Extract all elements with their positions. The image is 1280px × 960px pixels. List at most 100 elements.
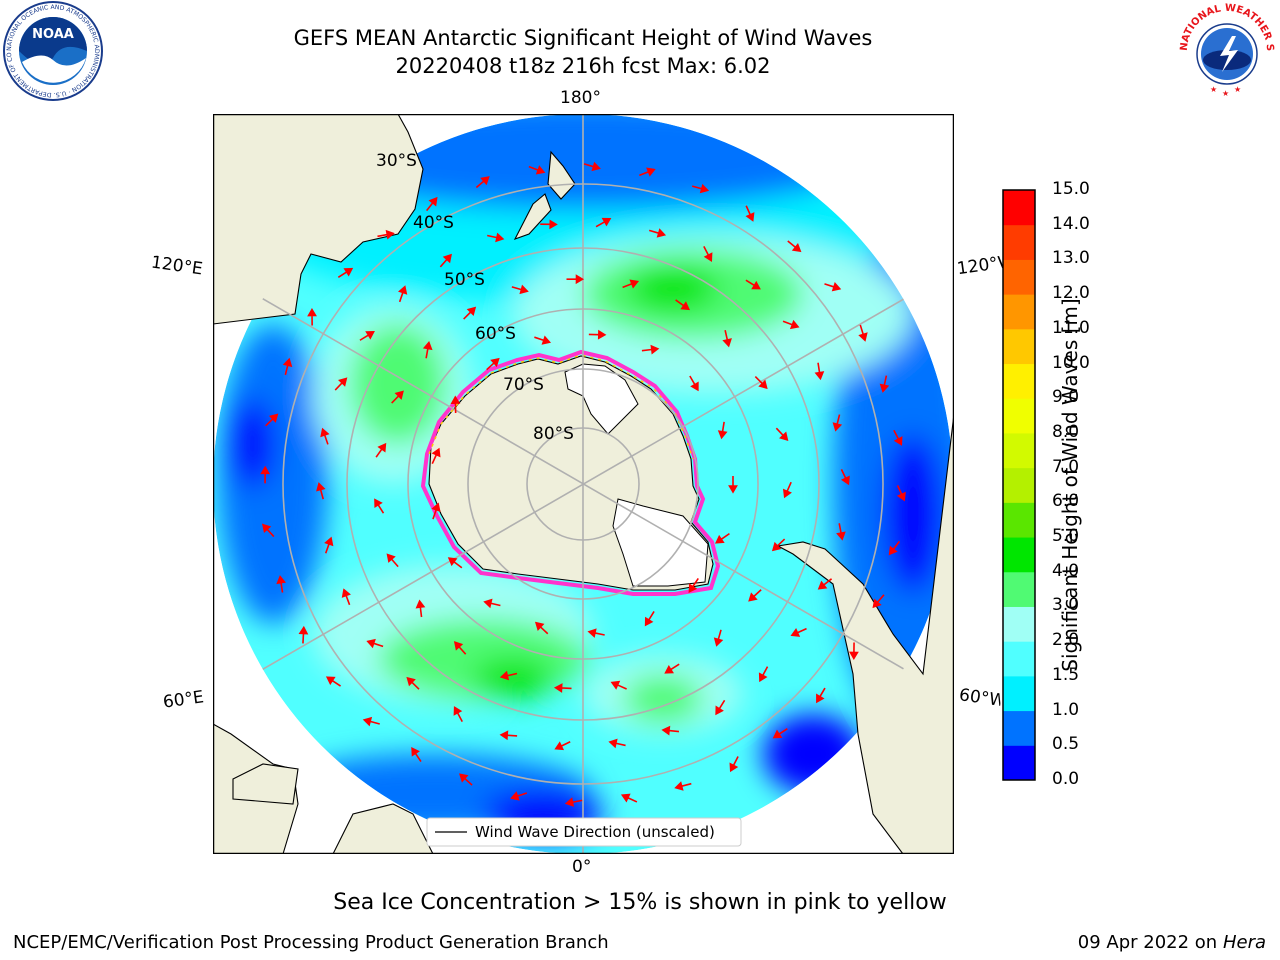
wind-wave-arrow xyxy=(325,676,342,687)
wind-wave-arrow xyxy=(703,246,713,262)
land xyxy=(212,113,955,855)
wind-wave-arrow xyxy=(566,274,585,285)
lat-label-50s: 50°S xyxy=(444,270,485,290)
wind-wave-arrow xyxy=(320,427,330,445)
svg-text:★: ★ xyxy=(1222,89,1229,98)
colorbar-segment xyxy=(1003,363,1035,399)
wind-wave-arrow xyxy=(595,217,612,228)
wind-wave-arrow xyxy=(836,523,846,541)
longitude-gridlines xyxy=(213,114,953,854)
colorbar-tick: 5.0 xyxy=(1052,526,1080,547)
wind-wave-arrow xyxy=(431,447,441,465)
wind-wave-arrow xyxy=(499,730,518,741)
footer-date: 09 Apr 2022 on xyxy=(1077,932,1223,953)
wind-wave-arrow xyxy=(534,335,552,345)
wind-wave-arrow xyxy=(276,575,286,593)
chart-subtitle: 20220408 t18z 216h fcst Max: 6.02 xyxy=(395,54,771,78)
wind-wave-arrow xyxy=(406,676,420,690)
noaa-text: NOAA xyxy=(32,27,74,42)
colorbar-segment xyxy=(1003,432,1035,469)
lon-label-60w: 60°W xyxy=(957,685,1003,711)
wind-wave-arrow xyxy=(583,161,601,172)
colorbar-segment xyxy=(1003,259,1035,295)
wind-wave-arrow xyxy=(458,773,473,786)
lon-label-120w: 120°W xyxy=(955,252,1007,280)
wind-wave-arrow xyxy=(554,741,571,751)
colorbar-segment xyxy=(1003,710,1035,746)
colorbar-tick: 3.0 xyxy=(1052,595,1080,616)
colorbar-tick: 6.0 xyxy=(1052,491,1080,512)
colorbar-segment xyxy=(1003,745,1035,781)
wind-wave-arrow xyxy=(758,666,769,683)
colorbar-tick: 10.0 xyxy=(1052,352,1090,373)
wind-wave-arrow xyxy=(896,485,906,502)
wind-wave-arrow xyxy=(307,307,317,326)
wind-wave-arrow xyxy=(265,413,279,427)
noaa-logo: NATIONAL OCEANIC AND ATMOSPHERIC ADMINIS… xyxy=(0,0,104,106)
wind-wave-arrow xyxy=(858,324,868,342)
wind-wave-arrow xyxy=(888,540,901,556)
wind-wave-arrow xyxy=(486,357,500,371)
colorbar-segment xyxy=(1003,467,1035,503)
wind-wave-arrow xyxy=(729,756,739,773)
wind-wave-arrow xyxy=(386,553,399,568)
legend-label: Wind Wave Direction (unscaled) xyxy=(475,823,715,841)
wind-wave-arrow xyxy=(422,340,433,359)
wind-wave-arrow xyxy=(879,375,890,393)
wind-wave-arrow xyxy=(787,240,802,253)
lon-label-60e: 60°E xyxy=(161,687,206,713)
wind-wave-arrow xyxy=(817,578,833,590)
wind-wave-arrow xyxy=(639,167,656,177)
wind-wave-arrow xyxy=(337,267,354,278)
wind-wave-arrow xyxy=(771,538,786,552)
lat-label-70s: 70°S xyxy=(503,375,544,395)
wind-wave-arrow xyxy=(359,331,375,341)
wind-wave-arrow xyxy=(608,738,626,749)
wind-wave-arrow xyxy=(483,598,501,609)
lon-label-0: 0° xyxy=(572,857,592,877)
wind-wave-arrow xyxy=(675,299,690,311)
wind-wave-arrow xyxy=(691,183,710,194)
colorbar-tick: 9.0 xyxy=(1052,387,1080,408)
polar-map: Wind Wave Direction (unscaled) xyxy=(212,113,955,855)
colorbar-segment xyxy=(1003,675,1035,712)
wind-wave-arrow xyxy=(782,319,800,330)
colorbar xyxy=(1002,189,1036,781)
wind-wave-arrow xyxy=(411,746,422,763)
colorbar-segment xyxy=(1003,641,1035,677)
wind-wave-arrow xyxy=(510,791,528,801)
colorbar-segment xyxy=(1003,606,1035,642)
wind-wave-arrow xyxy=(772,728,788,739)
wind-wave-arrow xyxy=(644,611,655,627)
wind-wave-arrow xyxy=(814,362,825,381)
wind-wave-arrow xyxy=(453,641,467,655)
wind-wave-arrow xyxy=(528,165,546,175)
lat-label-40s: 40°S xyxy=(413,213,454,233)
wind-wave-arrow xyxy=(648,228,667,238)
wind-wave-arrow xyxy=(588,329,607,340)
lon-label-120e: 120°E xyxy=(149,252,204,280)
lon-label-180: 180° xyxy=(560,88,601,108)
wind-wave-arrow xyxy=(534,621,549,635)
wind-wave-arrow xyxy=(487,232,505,243)
footer-right: 09 Apr 2022 on Hera xyxy=(1078,932,1266,953)
wind-wave-arrow xyxy=(260,465,271,484)
wind-wave-arrow xyxy=(713,629,724,647)
wind-wave-arrow xyxy=(832,414,843,432)
wind-wave-arrow xyxy=(824,282,842,292)
colorbar-tick: 15.0 xyxy=(1052,179,1090,199)
wind-wave-arrow xyxy=(775,427,789,442)
colorbar-tick: 0.0 xyxy=(1052,769,1080,789)
colorbar-tick: 7.0 xyxy=(1052,456,1080,477)
wind-wave-arrow xyxy=(849,642,859,661)
wind-wave-arrow xyxy=(620,793,638,803)
wind-wave-arrow xyxy=(689,375,699,392)
colorbar-segment xyxy=(1003,190,1035,226)
wind-wave-arrow xyxy=(391,390,404,404)
colorbar-tick: 14.0 xyxy=(1052,213,1090,234)
colorbar-label: Significant Height of Wind Waves [m] xyxy=(1058,298,1082,672)
wind-wave-arrow xyxy=(564,797,583,807)
sea-ice-note: Sea Ice Concentration > 15% is shown in … xyxy=(333,890,947,915)
wind-wave-arrow xyxy=(439,253,452,268)
wind-wave-arrow xyxy=(872,594,885,609)
